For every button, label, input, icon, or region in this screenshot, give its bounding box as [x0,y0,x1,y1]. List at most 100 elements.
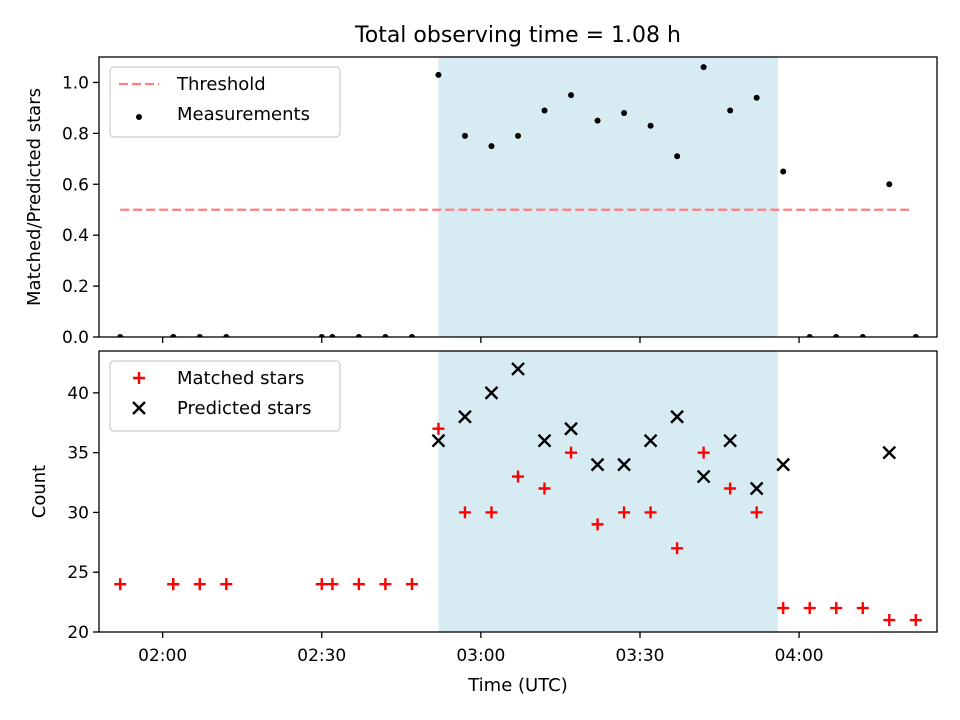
count-panel: 20 25 30 35 40 02:00 02:30 03:00 03:30 04:00 Count… [29,350,938,666]
shaded-interval [438,57,778,337]
predicted-stars-point [458,409,472,424]
y-tick-label: 35 [67,444,89,464]
matched-stars-point [167,578,180,591]
matched-stars-point [565,446,578,459]
measurements-point [541,107,548,114]
legend-box [109,66,341,138]
y-tick-label: 30 [67,503,89,523]
matched-stars-point [644,506,657,519]
predicted-stars-point [431,433,446,448]
measurements-point [329,334,336,337]
measurements-point [568,92,575,99]
measurements-point [753,94,760,101]
measurements-point [780,168,787,175]
y-tick-label: 0.8 [62,124,89,144]
measurements-point [488,143,495,150]
axes-frame [98,56,938,338]
measurements-point [223,334,230,337]
matched-stars-point [671,542,684,555]
measurements-point [355,334,362,337]
matched-stars-point [618,506,631,519]
ratio-panel: 0.0 0.2 0.4 0.6 0.8 1.0 Matched/Predicted star… [24,56,938,348]
legend-label: Predicted stars [177,398,311,419]
measurements-point [833,334,840,337]
measurements-point [435,71,442,78]
x-tick-label: 03:00 [456,646,505,666]
measurements-point [117,334,124,337]
measurements-point [196,334,203,337]
matched-stars-point [883,614,896,627]
x-tick-label: 03:30 [615,646,664,666]
legend-box [109,360,341,432]
y-tick-label: 0.2 [62,277,89,297]
legend: Threshold Measurements [109,66,341,138]
measurements-point [621,110,628,116]
predicted-stars-point [882,445,897,460]
x-tick-label: 04:00 [775,646,824,666]
measurements-point [700,64,707,71]
predicted-stars-point [670,409,684,424]
predicted-stars-point [537,433,552,448]
legend-handle [133,372,145,384]
measurements-point [515,132,521,139]
matched-stars-point [485,506,498,519]
predicted-stars-point [776,457,791,472]
measurements-point [674,153,681,160]
predicted-stars-point [749,481,764,496]
measurements-point [318,334,325,337]
x-tick-label: 02:00 [138,646,187,666]
measurements-point [647,122,654,129]
matched-stars-point [591,518,604,531]
matched-stars-point [114,578,127,591]
x-tick-label: 02:30 [297,646,346,666]
chart-title: Total observing time = 1.08 h [354,23,681,48]
legend-label: Threshold [176,74,266,95]
matched-stars-point [405,578,418,591]
axes-frame [98,350,938,633]
y-tick-label: 0.4 [62,226,89,246]
predicted-stars-point [723,433,738,448]
y-tick-label: 25 [67,563,89,583]
measurements-point [170,334,177,337]
matched-stars-point [750,506,763,519]
predicted-stars-point [564,421,578,436]
predicted-stars-point [617,457,631,472]
predicted-stars-point [696,469,711,484]
predicted-stars-point [511,362,525,376]
y-tick-label: 0.0 [62,328,89,348]
measurements-point [382,334,389,337]
legend-label: Measurements [177,104,310,125]
measurements-point [461,132,468,139]
matched-stars-point [830,602,843,615]
matched-stars-point [379,578,392,591]
matched-stars-point [326,578,339,591]
predicted-stars-point [590,457,605,472]
predicted-stars-point [484,386,499,400]
shaded-interval [438,351,778,632]
matched-stars-point [512,470,524,483]
matched-stars-point [220,578,233,591]
matched-stars-point [315,578,328,591]
x-axis-label: Time (UTC) [467,675,568,696]
legend-label: Matched stars [177,368,304,389]
y-tick-label: 0.6 [62,175,89,195]
matched-stars-point [538,482,551,495]
legend: Matched stars Predicted stars [109,360,341,432]
matched-stars-point [803,602,816,615]
measurements-point [806,334,813,337]
legend-handle [132,401,146,415]
legend-handle [136,114,142,120]
y-axis-label: Count [29,465,50,518]
matched-stars-point [724,482,737,495]
matched-stars-point [458,506,471,519]
y-tick-label: 20 [67,623,89,643]
matched-stars-point [432,422,445,435]
y-axis-label: Matched/Predicted stars [24,88,45,306]
matched-stars-point [856,602,869,615]
measurements-point [727,107,734,114]
y-tick-label: 40 [67,384,89,404]
measurements-point [408,334,415,337]
matched-stars-point [352,578,365,591]
matched-stars-point [193,578,206,591]
measurements-point [886,181,893,188]
